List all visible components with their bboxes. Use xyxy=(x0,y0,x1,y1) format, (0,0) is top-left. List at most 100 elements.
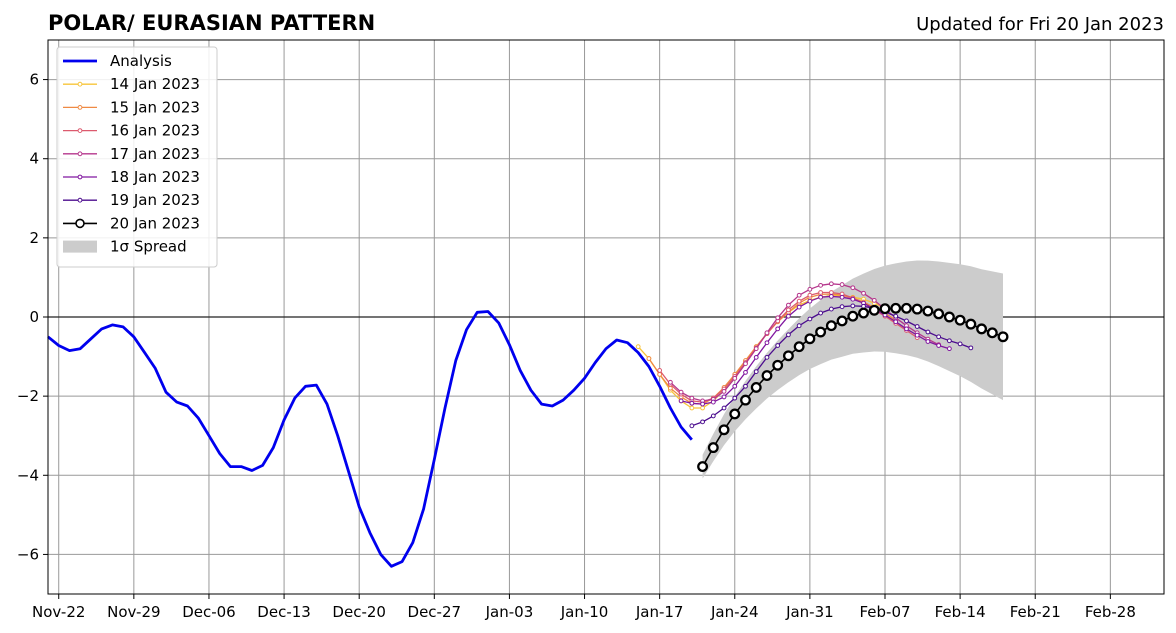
y-tick-label: 0 xyxy=(29,308,39,326)
data-point xyxy=(732,375,738,381)
x-tick-label: Jan-31 xyxy=(785,603,834,621)
data-point xyxy=(689,395,695,401)
legend-marker xyxy=(77,197,83,203)
data-point xyxy=(646,356,652,361)
y-tick-label: −2 xyxy=(17,387,39,405)
legend-marker xyxy=(77,81,83,87)
data-point xyxy=(807,316,813,322)
data-point xyxy=(743,370,748,375)
data-point xyxy=(796,304,802,310)
data-point xyxy=(965,318,977,330)
x-tick-label: Nov-29 xyxy=(107,603,160,621)
x-tick-label: Feb-14 xyxy=(935,603,986,621)
data-point xyxy=(861,290,866,296)
data-point xyxy=(901,302,912,314)
data-point xyxy=(750,381,762,393)
data-point xyxy=(839,294,845,300)
legend-label: 16 Jan 2023 xyxy=(110,122,200,140)
data-point xyxy=(721,388,727,394)
series-6 xyxy=(689,303,974,429)
data-point xyxy=(890,302,902,314)
x-tick-label: Nov-22 xyxy=(32,603,85,621)
legend-entry: Analysis xyxy=(63,52,172,70)
data-point xyxy=(911,303,923,315)
y-axis-ticks: −6 −4 −2 0 2 4 6 xyxy=(17,71,48,563)
data-point xyxy=(678,398,684,404)
data-point xyxy=(839,304,845,310)
legend-entry: 16 Jan 2023 xyxy=(63,122,200,140)
data-point xyxy=(689,423,695,429)
data-point xyxy=(764,330,770,336)
data-point xyxy=(743,383,748,389)
series-line xyxy=(47,310,693,568)
x-tick-label: Jan-17 xyxy=(635,603,684,621)
y-tick-label: −4 xyxy=(17,466,39,484)
series-7 xyxy=(697,302,1009,473)
legend-entry: 15 Jan 2023 xyxy=(63,98,200,116)
data-point xyxy=(753,369,759,375)
legend-entry: 1σ Spread xyxy=(63,238,187,256)
x-tick-label: Feb-07 xyxy=(859,603,910,621)
data-point xyxy=(732,383,738,389)
data-point xyxy=(936,334,942,340)
data-point xyxy=(893,313,899,319)
series-group xyxy=(47,281,1009,568)
legend-marker xyxy=(75,218,85,229)
data-point xyxy=(667,379,673,385)
x-tick-label: Jan-10 xyxy=(560,603,609,621)
data-point xyxy=(729,408,741,420)
data-point xyxy=(904,318,909,324)
data-point xyxy=(828,294,834,299)
data-point xyxy=(868,304,880,316)
y-tick-label: 2 xyxy=(29,229,39,247)
legend-marker xyxy=(77,128,83,134)
data-point xyxy=(893,319,899,325)
legend-label: 15 Jan 2023 xyxy=(110,98,200,116)
data-point xyxy=(718,424,730,436)
data-point xyxy=(775,315,781,321)
legend-label: 1σ Spread xyxy=(110,238,187,256)
data-point xyxy=(753,346,759,352)
data-point xyxy=(775,343,781,348)
legend-label: 17 Jan 2023 xyxy=(110,145,200,163)
data-point xyxy=(775,326,781,332)
data-point xyxy=(807,286,813,292)
data-point xyxy=(804,333,816,345)
data-point xyxy=(793,341,805,353)
legend-entry: 17 Jan 2023 xyxy=(63,145,200,163)
data-point xyxy=(818,294,824,300)
data-point xyxy=(697,461,709,473)
data-point xyxy=(764,354,770,360)
legend-box xyxy=(56,46,218,268)
legend: Analysis 14 Jan 2023 15 Jan 2023 16 Jan 202… xyxy=(56,46,218,268)
data-point xyxy=(786,302,791,308)
data-point xyxy=(904,326,909,332)
legend-entry: 19 Jan 2023 xyxy=(63,191,200,209)
data-point xyxy=(850,303,856,309)
data-point xyxy=(828,306,834,312)
data-point xyxy=(700,419,705,425)
data-point xyxy=(976,323,988,335)
legend-entry: 14 Jan 2023 xyxy=(63,75,200,93)
chart-subtitle: Updated for Fri 20 Jan 2023 xyxy=(916,14,1164,35)
legend-label: 14 Jan 2023 xyxy=(110,75,200,93)
data-point xyxy=(667,385,673,391)
data-point xyxy=(858,307,869,319)
data-point xyxy=(818,282,824,288)
data-point xyxy=(839,282,845,287)
data-point xyxy=(796,292,802,298)
data-point xyxy=(796,298,802,304)
data-point xyxy=(818,310,824,316)
data-point xyxy=(786,313,791,319)
data-point xyxy=(936,343,942,348)
data-point xyxy=(678,389,684,395)
data-point xyxy=(925,329,931,335)
x-tick-label: Feb-28 xyxy=(1085,603,1136,621)
y-tick-label: 6 xyxy=(29,71,39,89)
legend-marker xyxy=(77,105,83,110)
data-point xyxy=(914,332,920,338)
data-point xyxy=(732,395,738,401)
legend-label: 19 Jan 2023 xyxy=(110,191,200,209)
x-tick-label: Dec-20 xyxy=(332,603,386,621)
